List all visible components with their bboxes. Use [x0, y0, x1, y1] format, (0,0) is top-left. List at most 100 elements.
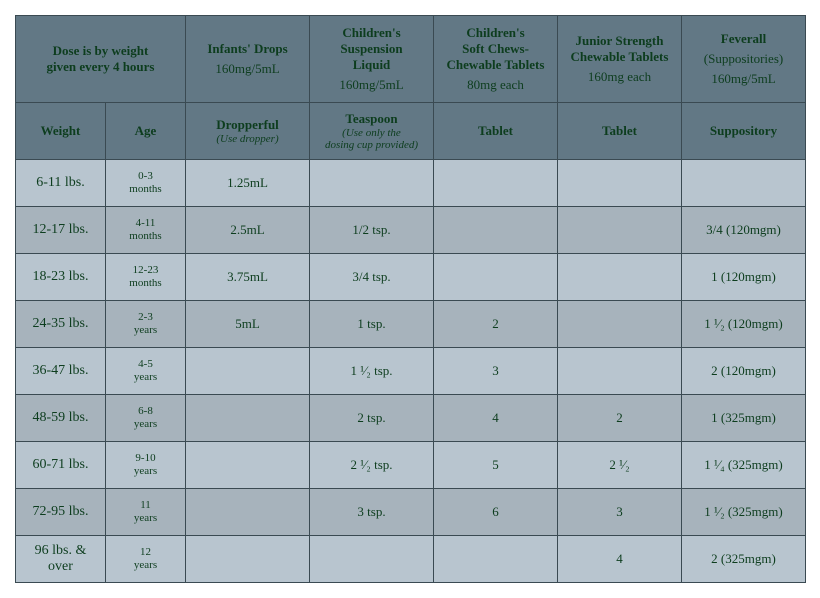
col-title-l2: Soft Chews- [440, 41, 551, 57]
weight-cell: 24-35 lbs. [16, 301, 106, 348]
dose-cell: 2 ¹⁄₂ [558, 442, 682, 489]
weight-cell: 18-23 lbs. [16, 254, 106, 301]
col-sub: 160mg/5mL [316, 77, 427, 93]
dose-cell: 3 [434, 348, 558, 395]
dose-cell: 1 ¹⁄₂ (120mgm) [682, 301, 806, 348]
dose-cell [310, 160, 434, 207]
col-title-paren: (Suppositories) [688, 51, 799, 67]
age-cell: 12-23months [106, 254, 186, 301]
dose-cell [558, 301, 682, 348]
table-row: 36-47 lbs.4-5years 1 ¹⁄₂ tsp.3 2 (120mgm) [16, 348, 806, 395]
col-title-l3: Chewable Tablets [440, 57, 551, 73]
dose-cell [682, 160, 806, 207]
dose-cell [434, 160, 558, 207]
col-title-l1: Children's [440, 25, 551, 41]
age-cell: 0-3months [106, 160, 186, 207]
header-row-1: Dose is by weight given every 4 hours In… [16, 16, 806, 103]
col-sub: 80mg each [440, 77, 551, 93]
age-cell: 4-5years [106, 348, 186, 395]
form-note-l1: (Use only the [316, 127, 427, 139]
table-row: 18-23 lbs.12-23months3.75mL3/4 tsp. 1 (12… [16, 254, 806, 301]
dose-cell: 3/4 (120mgm) [682, 207, 806, 254]
col-title: Infants' Drops [192, 41, 303, 57]
dose-cell: 3 tsp. [310, 489, 434, 536]
table-row: 96 lbs. &over12years42 (325mgm) [16, 536, 806, 583]
dose-cell [434, 536, 558, 583]
dose-cell [558, 160, 682, 207]
dose-cell: 2.5mL [186, 207, 310, 254]
weight-cell: 12-17 lbs. [16, 207, 106, 254]
dose-cell [186, 489, 310, 536]
table-row: 24-35 lbs.2-3years5mL1 tsp.2 1 ¹⁄₂ (120mg… [16, 301, 806, 348]
col-title-l2: Suspension [316, 41, 427, 57]
col-title-l1: Junior Strength [564, 33, 675, 49]
form-header-suppository: Suppository [682, 103, 806, 160]
form-header-teaspoon: Teaspoon (Use only the dosing cup provid… [310, 103, 434, 160]
table-row: 72-95 lbs.11years 3 tsp.631 ¹⁄₂ (325mgm) [16, 489, 806, 536]
dose-cell [186, 395, 310, 442]
weight-cell: 60-71 lbs. [16, 442, 106, 489]
dose-cell [186, 442, 310, 489]
age-cell: 4-11months [106, 207, 186, 254]
dose-cell: 2 (120mgm) [682, 348, 806, 395]
col-header-feverall: Feverall (Suppositories) 160mg/5mL [682, 16, 806, 103]
dose-cell: 4 [434, 395, 558, 442]
dose-note-line1: Dose is by weight [22, 43, 179, 59]
col-title: Feverall [688, 31, 799, 47]
age-cell: 2-3years [106, 301, 186, 348]
table-row: 48-59 lbs.6-8years2 tsp.421 (325mgm) [16, 395, 806, 442]
form-header-tablet1: Tablet [434, 103, 558, 160]
header-row-2: Weight Age Dropperful (Use dropper) Teas… [16, 103, 806, 160]
form-title: Teaspoon [345, 111, 397, 126]
form-note-l2: dosing cup provided) [316, 139, 427, 151]
dose-cell: 6 [434, 489, 558, 536]
dose-cell: 1 (325mgm) [682, 395, 806, 442]
dose-cell [434, 254, 558, 301]
dose-cell: 1/2 tsp. [310, 207, 434, 254]
col-header-suspension: Children's Suspension Liquid 160mg/5mL [310, 16, 434, 103]
dose-cell [558, 348, 682, 395]
col-title-l2: Chewable Tablets [564, 49, 675, 65]
table-row: 6-11 lbs.0-3months1.25mL [16, 160, 806, 207]
dose-cell: 2 ¹⁄₂ tsp. [310, 442, 434, 489]
col-header-infants: Infants' Drops 160mg/5mL [186, 16, 310, 103]
dose-cell: 2 tsp. [310, 395, 434, 442]
dose-cell [186, 536, 310, 583]
col-title-l3: Liquid [316, 57, 427, 73]
col-header-junior: Junior Strength Chewable Tablets 160mg e… [558, 16, 682, 103]
col-sub: 160mg/5mL [192, 61, 303, 77]
dose-cell: 3/4 tsp. [310, 254, 434, 301]
dose-cell: 4 [558, 536, 682, 583]
table-row: 12-17 lbs.4-11months2.5mL1/2 tsp. 3/4 (12… [16, 207, 806, 254]
form-header-dropper: Dropperful (Use dropper) [186, 103, 310, 160]
dose-cell: 2 [434, 301, 558, 348]
dose-cell [310, 536, 434, 583]
dose-cell: 5mL [186, 301, 310, 348]
dose-cell: 3.75mL [186, 254, 310, 301]
dose-cell [186, 348, 310, 395]
dose-cell: 1 tsp. [310, 301, 434, 348]
weight-cell: 72-95 lbs. [16, 489, 106, 536]
col-header-softchews: Children's Soft Chews- Chewable Tablets … [434, 16, 558, 103]
dose-cell: 1 (120mgm) [682, 254, 806, 301]
col-title-l1: Children's [316, 25, 427, 41]
dose-cell: 1 ¹⁄₂ (325mgm) [682, 489, 806, 536]
age-cell: 6-8years [106, 395, 186, 442]
weight-cell: 48-59 lbs. [16, 395, 106, 442]
dose-cell [558, 207, 682, 254]
dose-cell [434, 207, 558, 254]
weight-cell: 36-47 lbs. [16, 348, 106, 395]
weight-cell: 6-11 lbs. [16, 160, 106, 207]
age-cell: 9-10years [106, 442, 186, 489]
col-sub: 160mg each [564, 69, 675, 85]
age-cell: 12years [106, 536, 186, 583]
col-sub: 160mg/5mL [688, 71, 799, 87]
age-cell: 11years [106, 489, 186, 536]
form-note: (Use dropper) [192, 133, 303, 145]
dose-note-header: Dose is by weight given every 4 hours [16, 16, 186, 103]
dose-cell: 3 [558, 489, 682, 536]
dose-cell: 2 (325mgm) [682, 536, 806, 583]
dose-cell: 1 ¹⁄₄ (325mgm) [682, 442, 806, 489]
dose-cell: 1 ¹⁄₂ tsp. [310, 348, 434, 395]
dose-note-line2: given every 4 hours [22, 59, 179, 75]
